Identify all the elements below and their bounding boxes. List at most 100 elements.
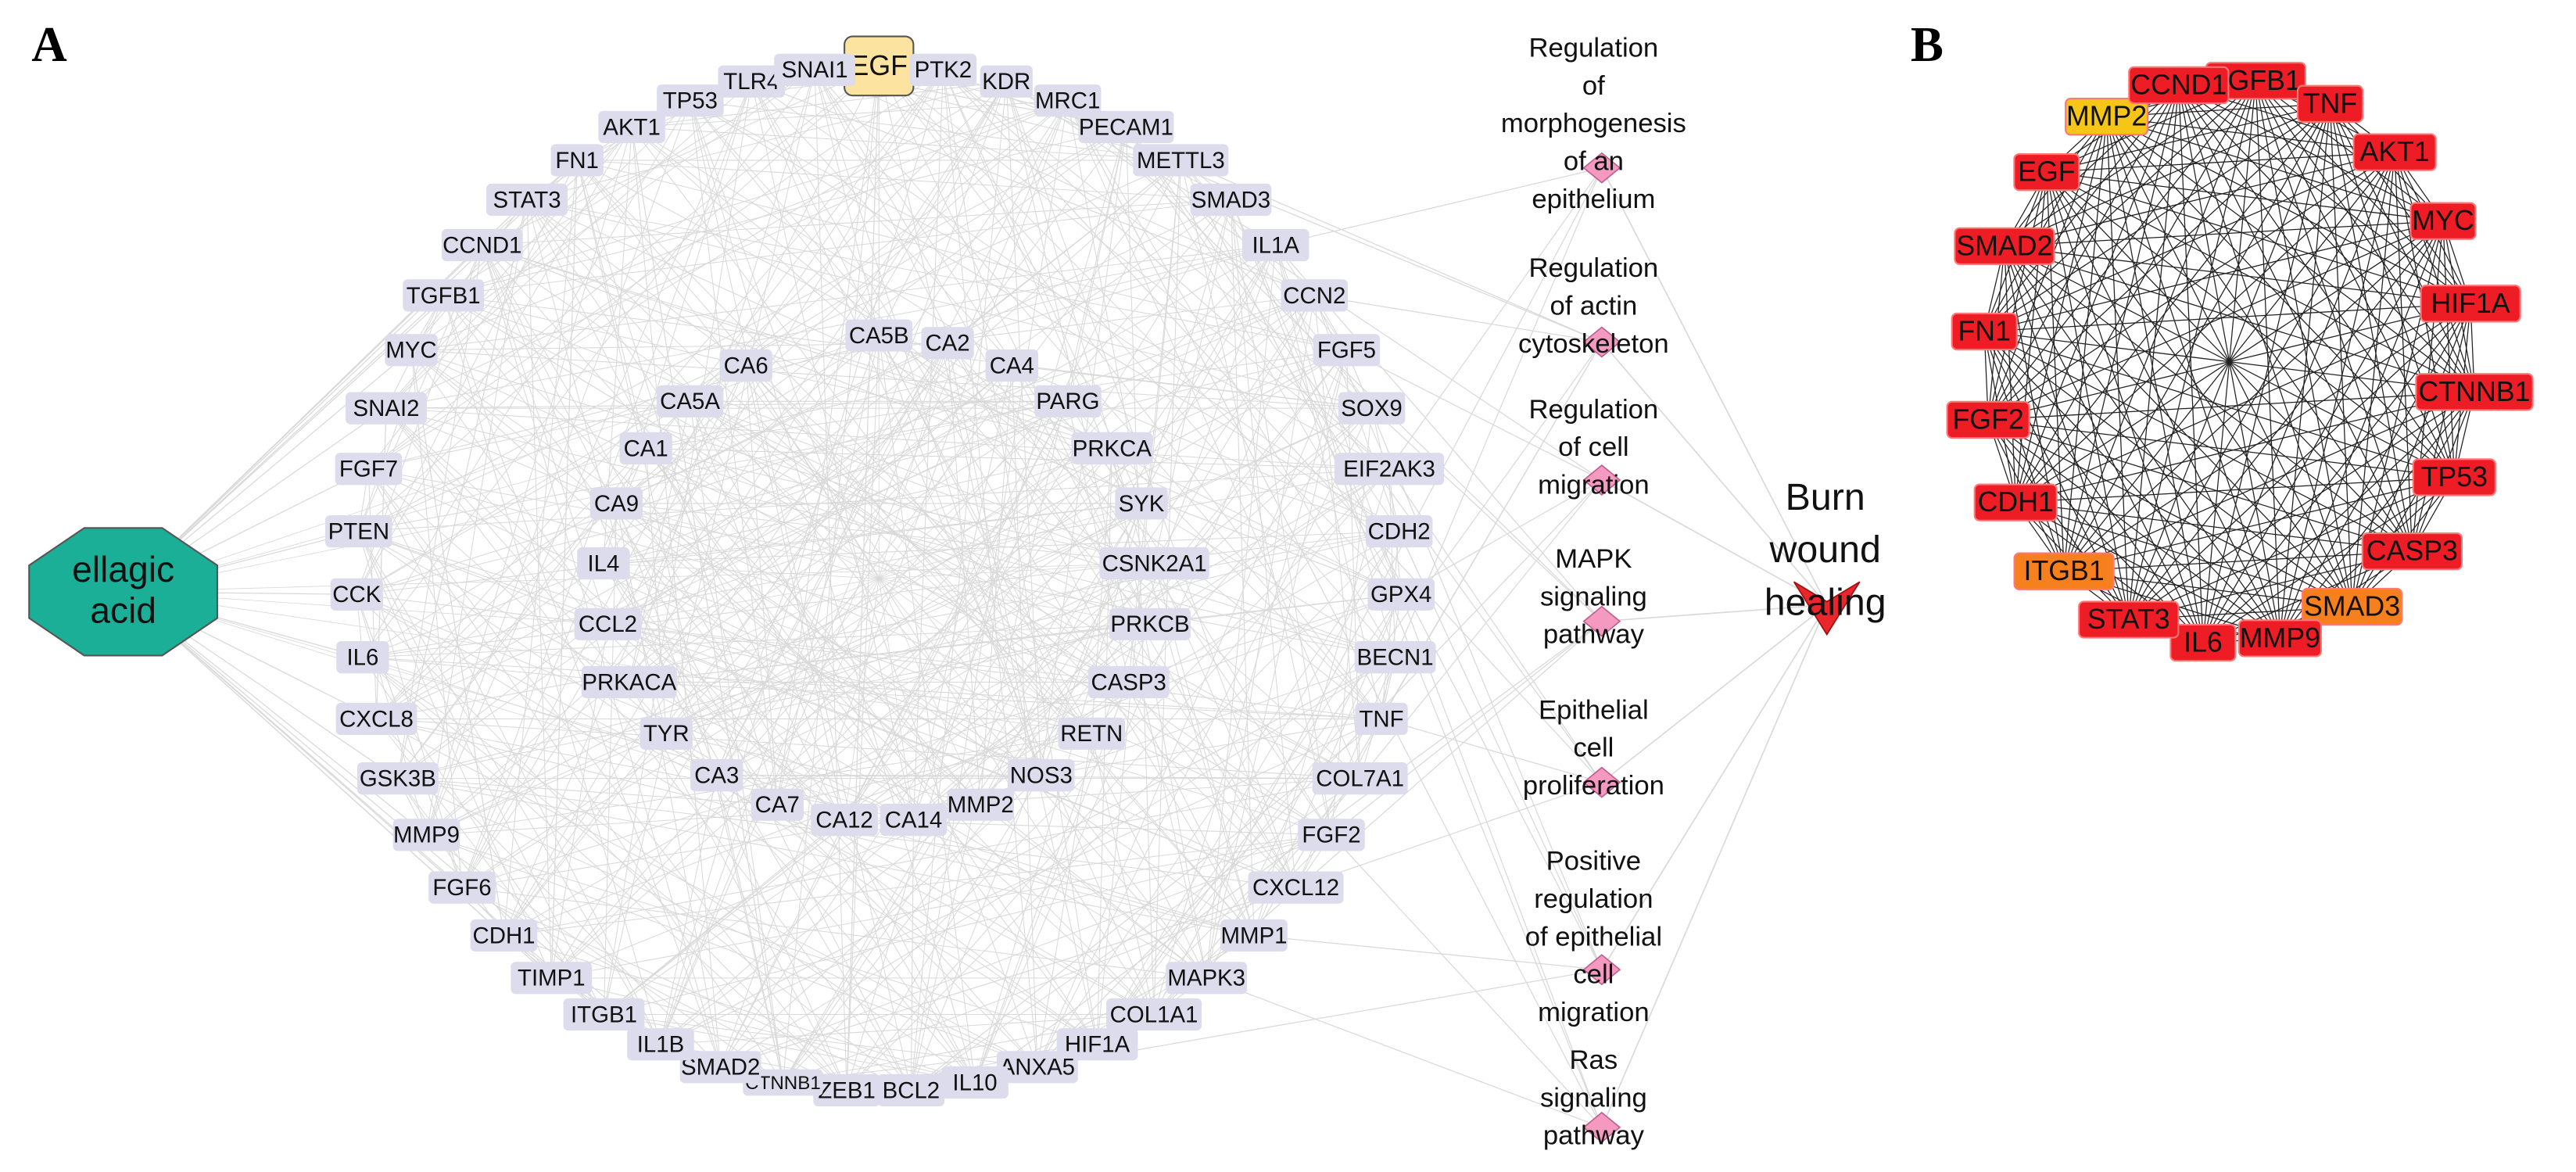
gene-node [690,759,743,792]
gene-label: SNAI1 [782,57,848,83]
pathway-node [1582,954,1621,986]
gene-label: PRKACA [582,669,676,695]
edge [846,127,1127,1091]
edge [2046,171,2475,392]
edge [526,199,1402,595]
edge [1601,479,1828,606]
edge [974,245,1277,1083]
gene-node [811,804,878,837]
edge [645,448,880,579]
edge [1601,167,1828,606]
gene-label: TP53 [663,88,718,114]
hub-gene-node [2078,600,2180,639]
edge [616,503,981,805]
edge [368,468,847,1091]
edge [2255,81,2281,639]
edge [2128,476,2455,621]
gene-label: CA5B [849,323,909,349]
hub-gene-label: IL6 [2184,627,2223,658]
gene-node [718,65,786,98]
edge [1206,977,1603,1128]
gene-node [921,327,974,360]
gene-node [1334,453,1445,486]
edge [943,69,1390,470]
disease-node [1793,581,1861,636]
gene-node [774,53,856,86]
edge [604,407,1372,1015]
edge [1601,604,1827,622]
hub-gene-label: FN1 [1958,316,2010,347]
edge [1154,295,1315,564]
edge [2015,84,2180,503]
edge [576,159,1255,936]
edge [666,623,1151,734]
pathway-label: Ras [1570,1045,1618,1075]
gene-label: IL4 [587,550,619,576]
edge [426,349,1347,836]
edge [716,563,1155,776]
edge [690,400,1129,683]
gene-node [1313,334,1381,367]
edge [2046,171,2353,608]
edge [1983,80,2256,332]
edge [2128,152,2395,620]
edge [356,593,914,821]
gene-node [619,432,672,464]
edge [980,804,1207,979]
edge [665,578,880,734]
pathway-label: epithelium [1532,185,1655,214]
gene-label: CA14 [885,807,943,833]
edge [397,623,1151,780]
hub-gene-label: TNF [2303,88,2357,119]
edge [690,100,912,1091]
edge [2329,103,2353,608]
hub-gene-node [1946,400,2030,439]
edge [745,365,1255,936]
edge [397,531,1399,780]
gene-node [1115,487,1168,520]
gene-node [511,962,593,995]
edge [1601,604,1828,783]
pathway-node [1582,766,1621,798]
pathway-node [1582,605,1621,637]
edge [2329,103,2455,478]
edge [1983,331,2204,643]
edge [844,448,1112,820]
gene-node [1354,641,1436,674]
pathway-label: cytoskeleton [1518,329,1669,359]
gene-node [1034,84,1102,117]
gene-label: FGF7 [339,457,398,482]
edge [356,349,1347,595]
edge [720,657,1395,1068]
pathway-label: Epithelial [1539,695,1649,725]
edge [426,100,691,836]
edge [2352,391,2475,608]
edge [356,503,1142,595]
edge [1005,81,1297,888]
edge [603,81,752,1015]
edge [690,100,976,1083]
edge [2063,116,2108,572]
edge [576,159,1112,449]
edge [947,244,1276,344]
pathway-label: of [1582,71,1605,101]
edge [878,66,1402,595]
gene-label: PRKCA [1073,435,1152,461]
gene-label: KDR [982,69,1030,95]
hub-gene-node [2128,66,2230,105]
edge [358,531,1041,776]
edge [783,887,1296,1084]
hub-gene-node [2296,84,2364,123]
edge [1371,407,1603,622]
edge [814,70,847,1091]
edge [690,400,1360,780]
gene-label: CA7 [755,792,800,818]
edge [2255,81,2413,552]
edge [461,70,944,888]
edge [980,365,1012,805]
edge [1037,407,1372,1068]
edge [397,778,1255,936]
gene-label: CA12 [815,807,873,833]
gene-label: STAT3 [493,187,561,213]
edge [783,1013,1155,1084]
